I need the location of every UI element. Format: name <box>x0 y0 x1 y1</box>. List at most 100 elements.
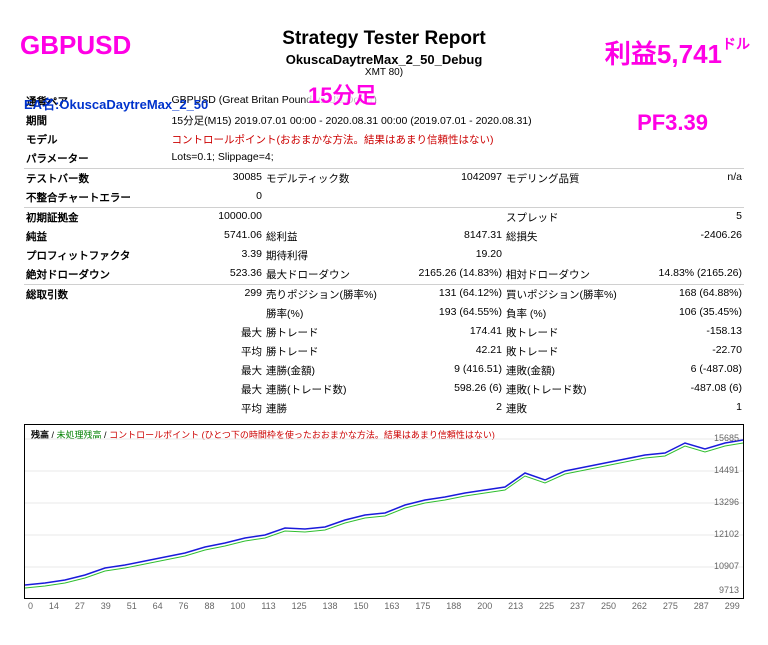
equity-line <box>25 443 743 588</box>
lbl-ticks: モデルティック数 <box>264 169 409 189</box>
val-grossl: -2406.26 <box>649 227 744 246</box>
ylabel-5: 9713 <box>719 585 739 595</box>
xlabel: 287 <box>694 601 709 611</box>
xlabel: 250 <box>601 601 616 611</box>
val-conswin: 9 (416.51) <box>409 361 504 380</box>
xlabel: 88 <box>204 601 214 611</box>
lbl-avgcons: 連勝 <box>264 399 409 418</box>
balance-line <box>25 440 743 585</box>
xlabel: 200 <box>477 601 492 611</box>
val-net: 5741.06 <box>169 227 264 246</box>
val-grossp: 8147.31 <box>409 227 504 246</box>
val-maxwin: 174.41 <box>409 323 504 342</box>
lbl-avg: 平均 <box>169 342 264 361</box>
xlabel: 138 <box>323 601 338 611</box>
lbl-trades: 総取引数 <box>24 285 169 305</box>
lbl-grossl: 総損失 <box>504 227 649 246</box>
lbl-reldd: 相対ドローダウン <box>504 265 649 285</box>
lbl-pf: プロフィットファクタ <box>24 246 169 265</box>
val-avgwin: 42.21 <box>409 342 504 361</box>
val-short: 131 (64.12%) <box>409 285 504 305</box>
xlabel: 213 <box>508 601 523 611</box>
lbl-absdd: 絶対ドローダウン <box>24 265 169 285</box>
val-consloss2: -487.08 (6) <box>649 380 744 399</box>
xlabel: 51 <box>127 601 137 611</box>
lbl-expect: 期待利得 <box>264 246 409 265</box>
xlabel: 0 <box>28 601 33 611</box>
val-trades: 299 <box>169 285 264 305</box>
xlabel: 150 <box>353 601 368 611</box>
balance-chart: 残高 / 未処理残高 / コントロールポイント (ひとつ下の時間枠を使ったおおま… <box>24 424 744 599</box>
lbl-max: 最大 <box>169 323 264 342</box>
val-avgloss: -22.70 <box>649 342 744 361</box>
ylabel-0: 15685 <box>714 433 739 443</box>
lbl-grossp: 総利益 <box>264 227 409 246</box>
xlabel: 14 <box>49 601 59 611</box>
xlabel: 163 <box>384 601 399 611</box>
lbl-conswin2: 連勝(トレード数) <box>264 380 409 399</box>
report-table: 通貨ペアGBPUSD (Great Britan Pound vs US Dol… <box>24 92 744 418</box>
ylabel-4: 10907 <box>714 561 739 571</box>
val-loss: 106 (35.45%) <box>649 304 744 323</box>
xlabel: 225 <box>539 601 554 611</box>
val-maxdd: 2165.26 (14.83%) <box>409 265 504 285</box>
val-reldd: 14.83% (2165.26) <box>649 265 744 285</box>
ylabel-2: 13296 <box>714 497 739 507</box>
val-avgcons: 2 <box>409 399 504 418</box>
lbl-maxloss: 敗トレード <box>504 323 649 342</box>
xlabel: 39 <box>101 601 111 611</box>
val-win: 193 (64.55%) <box>409 304 504 323</box>
lbl-model: モデル <box>24 130 169 149</box>
lbl-consmax2: 最大 <box>169 380 264 399</box>
ylabel-1: 14491 <box>714 465 739 475</box>
chart-svg <box>25 425 743 598</box>
val-spread: 5 <box>649 208 744 228</box>
lbl-spread: スプレッド <box>504 208 649 228</box>
lbl-bars: テストバー数 <box>24 169 169 189</box>
lbl-win: 勝率(%) <box>264 304 409 323</box>
lbl-maxwin: 勝トレード <box>264 323 409 342</box>
val-model: コントロールポイント(おおまかな方法。結果はあまり信頼性はない) <box>169 130 744 149</box>
lbl-param: パラメーター <box>24 149 169 169</box>
lbl-conswin: 連勝(金額) <box>264 361 409 380</box>
val-period: 15分足(M15) 2019.07.01 00:00 - 2020.08.31 … <box>169 111 744 130</box>
val-conswin2: 598.26 (6) <box>409 380 504 399</box>
lbl-period: 期間 <box>24 111 169 130</box>
lbl-long: 買いポジション(勝率%) <box>504 285 649 305</box>
xlabel: 125 <box>292 601 307 611</box>
lbl-avgwin: 勝トレード <box>264 342 409 361</box>
lbl-init: 初期証拠金 <box>24 208 169 228</box>
xlabel: 113 <box>261 601 275 611</box>
xlabel: 175 <box>415 601 430 611</box>
lbl-currency: 通貨ペア <box>24 92 169 111</box>
lbl-consavg: 平均 <box>169 399 264 418</box>
lbl-avgconsl: 連敗 <box>504 399 649 418</box>
lbl-loss: 負率 (%) <box>504 304 649 323</box>
val-absdd: 523.36 <box>169 265 264 285</box>
xlabel: 299 <box>725 601 740 611</box>
lbl-mismatch: 不整合チャートエラー <box>24 188 169 208</box>
xlabel: 188 <box>446 601 461 611</box>
val-avgconsl: 1 <box>649 399 744 418</box>
val-maxloss: -158.13 <box>649 323 744 342</box>
xlabel: 64 <box>153 601 163 611</box>
val-long: 168 (64.88%) <box>649 285 744 305</box>
report-sub2: XMT 80) <box>0 67 768 78</box>
lbl-consloss2: 連敗(トレード数) <box>504 380 649 399</box>
val-mismatch: 0 <box>169 188 264 208</box>
ylabel-3: 12102 <box>714 529 739 539</box>
val-pf: 3.39 <box>169 246 264 265</box>
xlabel: 262 <box>632 601 647 611</box>
val-init: 10000.00 <box>169 208 264 228</box>
val-currency: GBPUSD (Great Britan Pound vs US Dollar) <box>169 92 744 111</box>
report-subtitle: OkuscaDaytreMax_2_50_Debug <box>0 52 768 67</box>
val-expect: 19.20 <box>409 246 504 265</box>
lbl-net: 純益 <box>24 227 169 246</box>
report-title: Strategy Tester Report <box>0 28 768 50</box>
lbl-avgloss: 敗トレード <box>504 342 649 361</box>
xlabel: 76 <box>179 601 189 611</box>
xlabel: 100 <box>230 601 245 611</box>
val-ticks: 1042097 <box>409 169 504 189</box>
lbl-quality: モデリング品質 <box>504 169 649 189</box>
lbl-maxdd: 最大ドローダウン <box>264 265 409 285</box>
